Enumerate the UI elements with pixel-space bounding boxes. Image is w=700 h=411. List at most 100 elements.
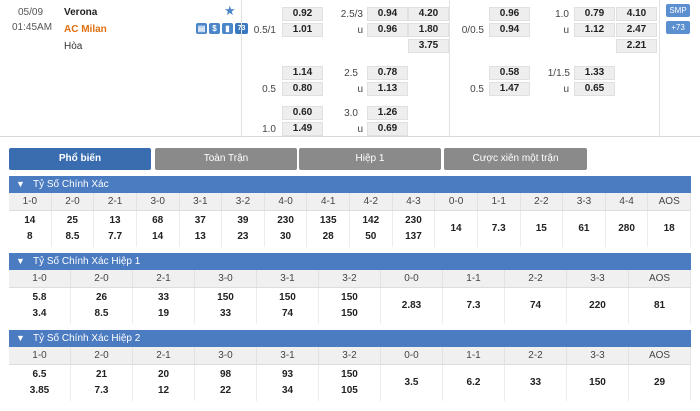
section-header[interactable]: ▼ Tỷ Số Chính Xác Hiệp 2 bbox=[9, 330, 691, 347]
odds-value: 230 bbox=[405, 215, 422, 226]
odds-cell[interactable]: 21 7.3 bbox=[71, 365, 133, 401]
odds-cell[interactable]: 20 12 bbox=[133, 365, 195, 401]
odds-cell[interactable]: 39 23 bbox=[222, 211, 265, 247]
odds-cell[interactable]: 98 22 bbox=[195, 365, 257, 401]
odds-cell[interactable]: 3.5 bbox=[381, 365, 443, 401]
odds-cell[interactable]: 4.10 bbox=[616, 7, 657, 21]
odds-cell[interactable]: 0.94 bbox=[489, 23, 530, 37]
odds-cell[interactable]: 33 bbox=[505, 365, 567, 401]
odds-cell[interactable]: 150 33 bbox=[195, 288, 257, 324]
odds-cell[interactable]: 0.69 bbox=[367, 122, 408, 136]
odds-cell[interactable]: 3.75 bbox=[408, 39, 449, 53]
odds-cell[interactable]: 1.14 bbox=[282, 66, 323, 80]
odds-cell[interactable]: 18 bbox=[648, 211, 691, 247]
odds-cell[interactable]: 68 14 bbox=[137, 211, 180, 247]
odds-cell[interactable]: 2.21 bbox=[616, 39, 657, 53]
favorite-star-icon[interactable]: ★ bbox=[224, 3, 236, 18]
odds-cell[interactable]: 5.8 3.4 bbox=[9, 288, 71, 324]
odds-cell[interactable]: 0.94 bbox=[367, 7, 408, 21]
odds-cell[interactable]: 15 bbox=[521, 211, 564, 247]
odds-cell[interactable]: 7.3 bbox=[478, 211, 521, 247]
score-header: 2-1 bbox=[94, 193, 137, 210]
odds-cell[interactable]: 142 50 bbox=[350, 211, 393, 247]
home-team[interactable]: Verona bbox=[64, 7, 98, 18]
odds-value: 19 bbox=[157, 308, 170, 319]
score-header: 4-0 bbox=[265, 193, 308, 210]
odds-cell[interactable]: 1.12 bbox=[574, 23, 615, 37]
chart-icon[interactable]: ▮ bbox=[222, 23, 233, 34]
odds-cell[interactable]: 0.92 bbox=[282, 7, 323, 21]
odds-cell[interactable]: 29 bbox=[629, 365, 691, 401]
score-header: 2-0 bbox=[71, 347, 133, 364]
smp-button[interactable]: SMP bbox=[666, 4, 690, 17]
odds-cell[interactable]: 1.49 bbox=[282, 122, 323, 136]
odds-cell[interactable]: 0.80 bbox=[282, 82, 323, 96]
odds-cell[interactable]: 0.60 bbox=[282, 106, 323, 120]
odds-value: 14 bbox=[152, 231, 164, 242]
odds-value: 13 bbox=[109, 215, 121, 226]
odds-cell[interactable]: 61 bbox=[563, 211, 606, 247]
score-header: 1-0 bbox=[9, 193, 52, 210]
odds-value: 135 bbox=[319, 215, 337, 226]
odds-cell[interactable]: 135 28 bbox=[307, 211, 350, 247]
odds-value: 98 bbox=[219, 369, 232, 380]
odds-cell[interactable]: 220 bbox=[567, 288, 629, 324]
odds-cell[interactable]: 14 8 bbox=[9, 211, 52, 247]
section-title: Tỷ Số Chính Xác Hiệp 1 bbox=[33, 256, 141, 267]
odds-cell[interactable]: 0.79 bbox=[574, 7, 615, 21]
odds-cell[interactable]: 6.5 3.85 bbox=[9, 365, 71, 401]
score-header: 2-2 bbox=[521, 193, 564, 210]
odds-value: 34 bbox=[281, 385, 294, 396]
odds-cell[interactable]: 150 105 bbox=[319, 365, 381, 401]
odds-cell[interactable]: 93 34 bbox=[257, 365, 319, 401]
odds-cell[interactable]: 280 bbox=[606, 211, 649, 247]
handicap-line: 1/1.5 bbox=[547, 68, 570, 79]
odds-cell[interactable]: 14 bbox=[435, 211, 478, 247]
odds-cell[interactable]: 1.26 bbox=[367, 106, 408, 120]
tab-first-half[interactable]: Hiệp 1 bbox=[299, 148, 441, 170]
handicap-line: 0.5 bbox=[262, 84, 276, 95]
odds-cell[interactable]: 26 8.5 bbox=[71, 288, 133, 324]
odds-cell[interactable]: 13 7.7 bbox=[94, 211, 137, 247]
odds-cell[interactable]: 1.33 bbox=[574, 66, 615, 80]
odds-cell[interactable]: 0.65 bbox=[574, 82, 615, 96]
odds-cell[interactable]: 74 bbox=[505, 288, 567, 324]
more-markets-button[interactable]: +73 bbox=[666, 21, 690, 34]
odds-cell[interactable]: 2.83 bbox=[381, 288, 443, 324]
odds-cell[interactable]: 0.96 bbox=[367, 23, 408, 37]
score-header: 0-0 bbox=[435, 193, 478, 210]
tab-parlay[interactable]: Cược xiên một trận bbox=[444, 148, 587, 170]
score-header: 2-0 bbox=[71, 270, 133, 287]
odds-value: 150 bbox=[341, 292, 358, 303]
divider bbox=[241, 0, 242, 137]
odds-cell[interactable]: 1.47 bbox=[489, 82, 530, 96]
odds-cell[interactable]: 25 8.5 bbox=[52, 211, 95, 247]
away-team[interactable]: AC Milan bbox=[64, 24, 107, 35]
odds-cell[interactable]: 0.58 bbox=[489, 66, 530, 80]
odds-value: 3.85 bbox=[29, 385, 50, 396]
odds-cell[interactable]: 1.80 bbox=[408, 23, 449, 37]
section-header[interactable]: ▼ Tỷ Số Chính Xác Hiệp 1 bbox=[9, 253, 691, 270]
odds-cell[interactable]: 230 30 bbox=[265, 211, 308, 247]
odds-cell[interactable]: 81 bbox=[629, 288, 691, 324]
stats-icon[interactable]: ▤ bbox=[196, 23, 207, 34]
odds-cell[interactable]: 6.2 bbox=[443, 365, 505, 401]
tab-popular[interactable]: Phổ biến bbox=[9, 148, 151, 170]
odds-cell[interactable]: 150 bbox=[567, 365, 629, 401]
odds-cell[interactable]: 2.47 bbox=[616, 23, 657, 37]
tab-full-match[interactable]: Toàn Trận bbox=[155, 148, 297, 170]
dollar-icon[interactable]: $ bbox=[209, 23, 220, 34]
odds-cell[interactable]: 4.20 bbox=[408, 7, 449, 21]
odds-cell[interactable]: 150 150 bbox=[319, 288, 381, 324]
section-header[interactable]: ▼ Tỷ Số Chính Xác bbox=[9, 176, 691, 193]
odds-cell[interactable]: 33 19 bbox=[133, 288, 195, 324]
odds-cell[interactable]: 37 13 bbox=[180, 211, 223, 247]
odds-cell[interactable]: 1.01 bbox=[282, 23, 323, 37]
odds-cell[interactable]: 150 74 bbox=[257, 288, 319, 324]
odds-cell[interactable]: 7.3 bbox=[443, 288, 505, 324]
odds-cell[interactable]: 230 137 bbox=[393, 211, 436, 247]
odds-cell[interactable]: 0.78 bbox=[367, 66, 408, 80]
odds-cell[interactable]: 0.96 bbox=[489, 7, 530, 21]
odds-value: 14 bbox=[450, 223, 462, 234]
odds-cell[interactable]: 1.13 bbox=[367, 82, 408, 96]
